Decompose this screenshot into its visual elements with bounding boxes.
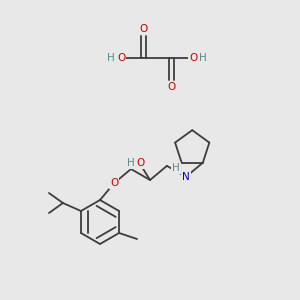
Text: O: O <box>136 158 144 168</box>
Text: O: O <box>139 24 147 34</box>
Text: O: O <box>110 178 118 188</box>
Text: O: O <box>117 53 125 63</box>
Text: H: H <box>107 53 115 63</box>
Text: O: O <box>189 53 197 63</box>
Text: H: H <box>127 158 135 168</box>
Text: O: O <box>167 82 175 92</box>
Text: H: H <box>199 53 207 63</box>
Text: H: H <box>172 163 180 173</box>
Text: N: N <box>182 172 190 182</box>
